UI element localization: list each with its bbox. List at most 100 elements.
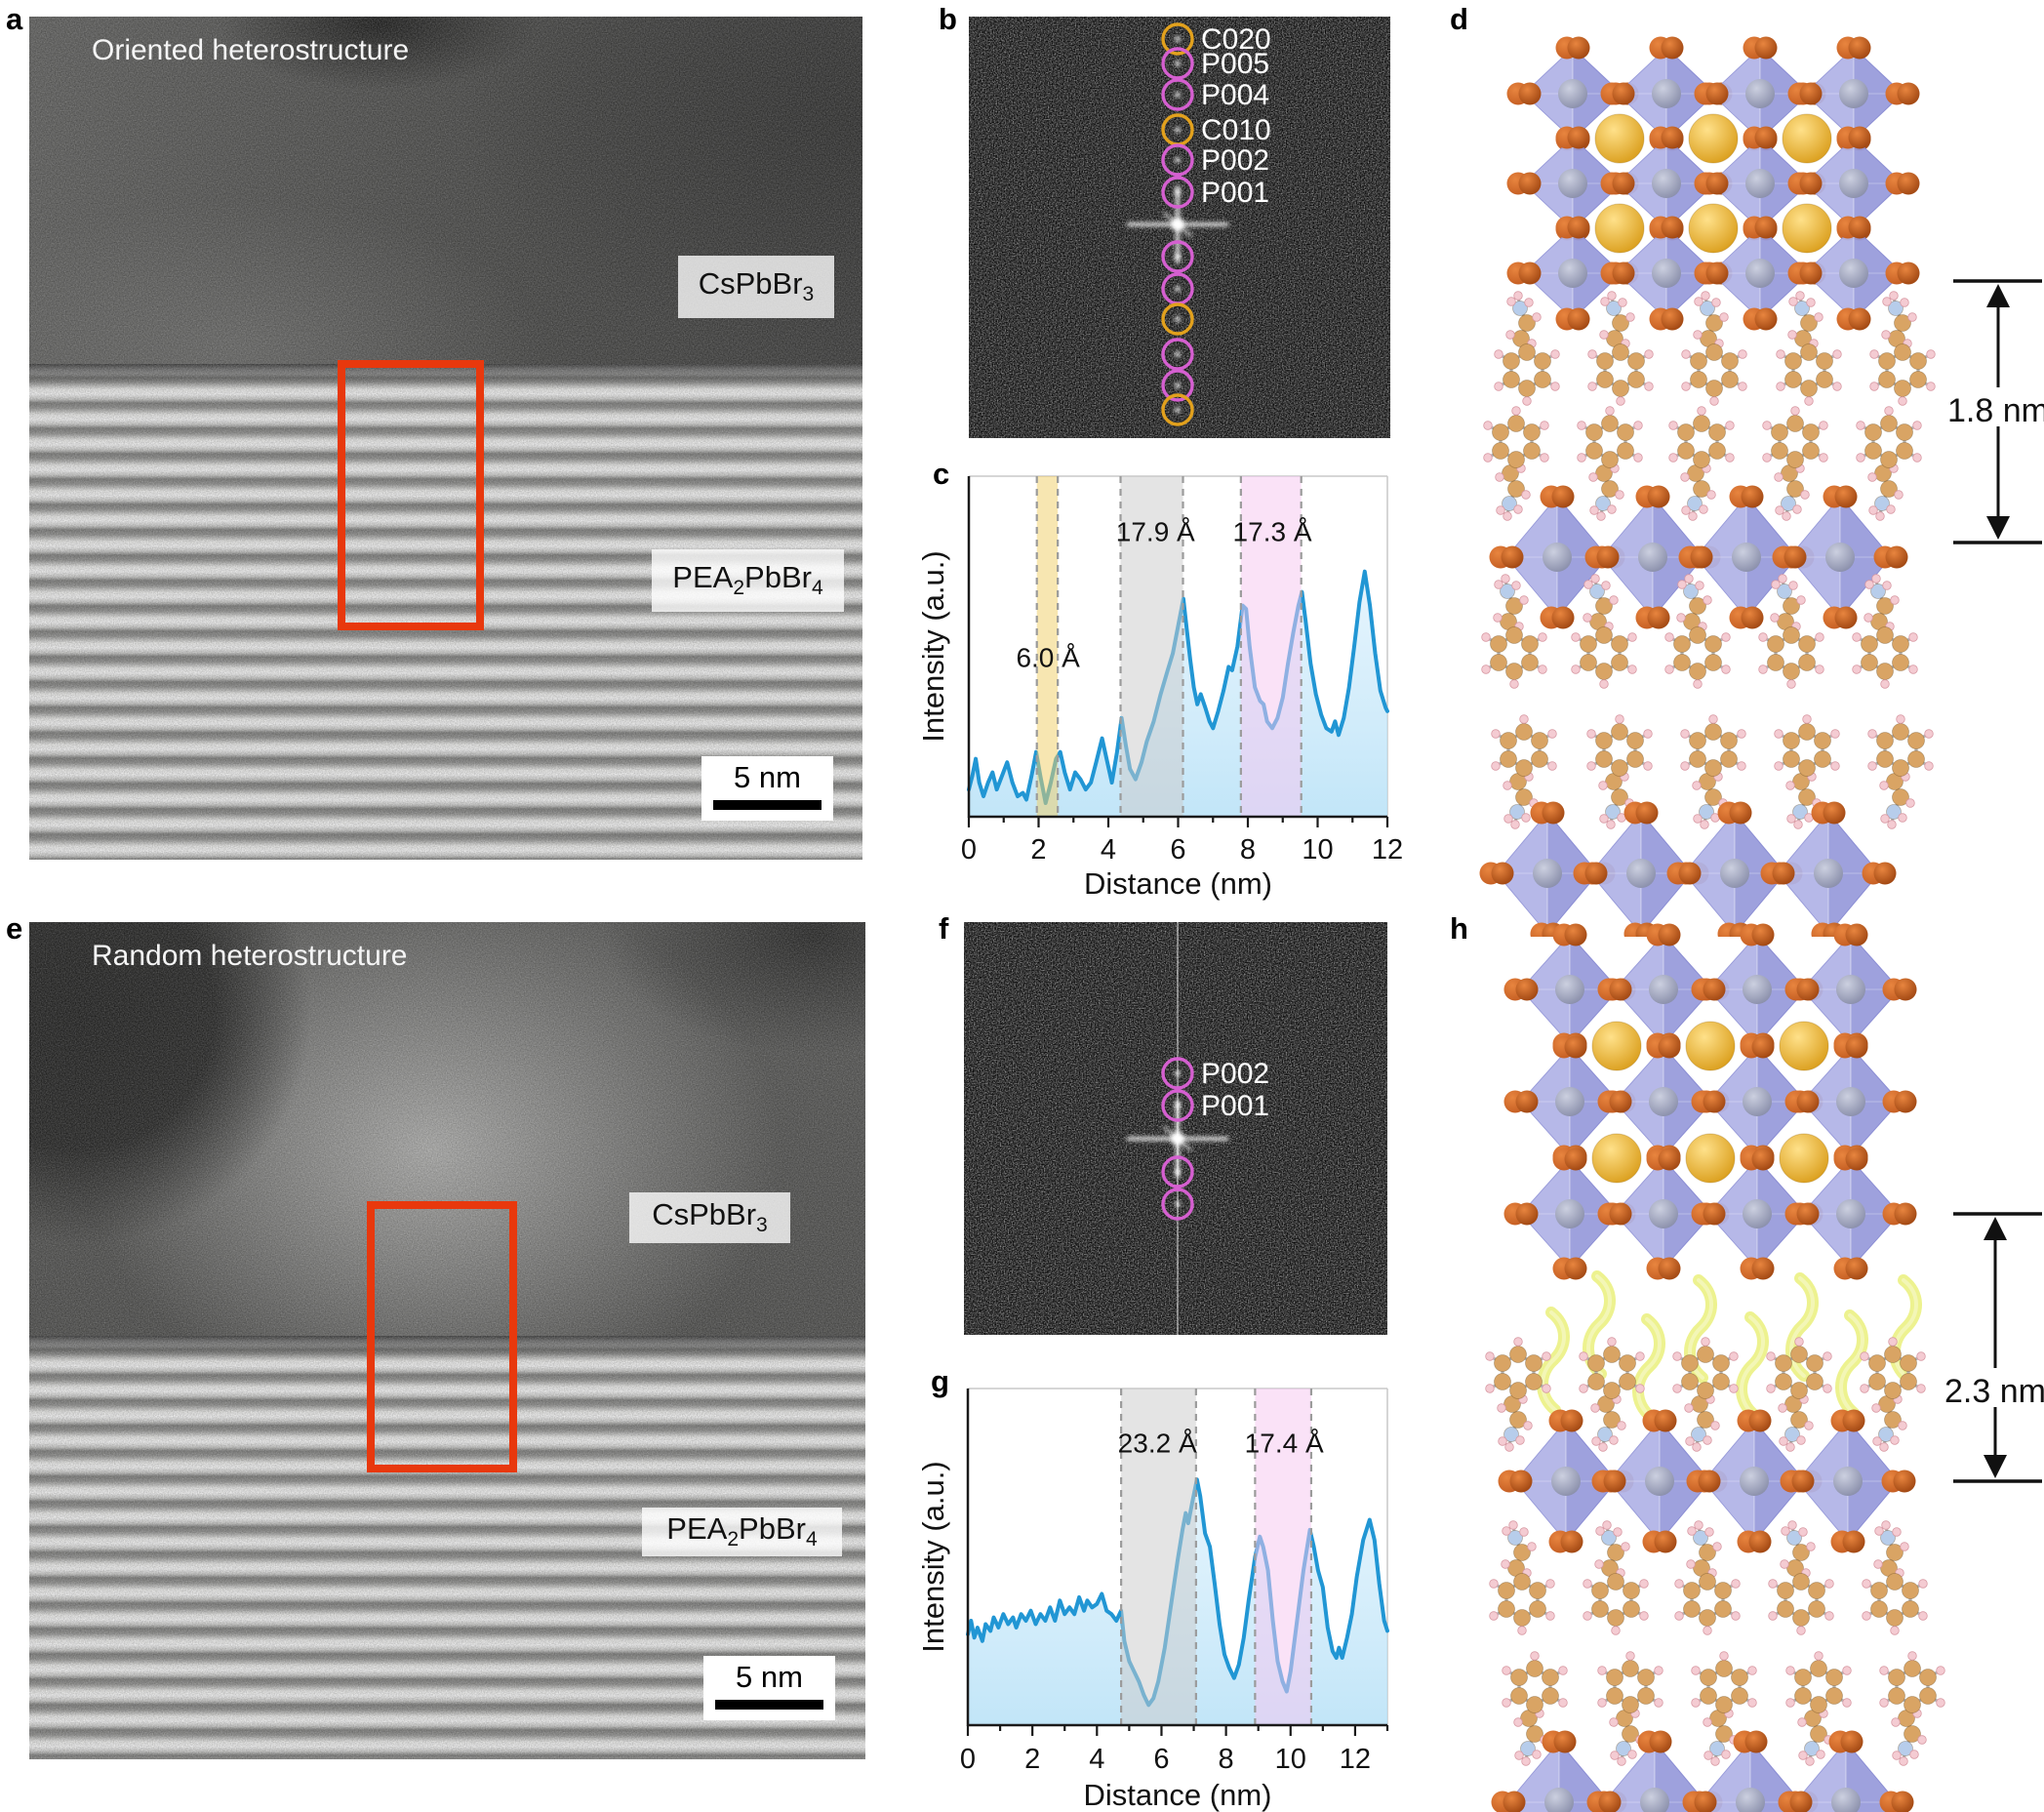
pbbr6-octahedron: [1784, 923, 1917, 1056]
hydrogen-atom: [1542, 1384, 1551, 1393]
carbon-atom: [1886, 1544, 1904, 1561]
carbon-atom: [1714, 1600, 1732, 1618]
pea2pbbr4-formula: PEA2PbBr4: [672, 560, 822, 600]
carbon-atom: [1542, 1687, 1559, 1705]
br-atom: [1796, 978, 1820, 1001]
pea-cation-molecule: [1577, 406, 1643, 521]
hydrogen-atom: [1884, 406, 1894, 416]
hydrogen-atom: [1506, 297, 1516, 306]
fft-diffraction-spot: [1175, 1070, 1181, 1076]
hydrogen-atom: [1864, 613, 1873, 623]
hydrogen-atom: [1504, 1442, 1514, 1452]
hydrogen-atom: [1786, 679, 1796, 689]
hydrogen-atom: [1654, 1666, 1663, 1675]
pbbr6-octahedron: [1503, 1148, 1636, 1280]
carbon-atom: [1870, 1582, 1888, 1599]
fft-spot-circle: [1161, 47, 1194, 80]
carbon-atom: [1720, 732, 1738, 749]
pb-atom: [1740, 1467, 1769, 1496]
hydrogen-atom: [1710, 1756, 1720, 1766]
carbon-atom: [1693, 415, 1710, 432]
hydrogen-atom: [1701, 291, 1710, 301]
carbon-atom: [1505, 626, 1523, 644]
hydrogen-atom: [1856, 421, 1865, 430]
scale-bar-line: [713, 800, 822, 810]
hydrogen-atom: [1793, 820, 1803, 829]
hydrogen-atom: [1709, 396, 1719, 406]
carbon-atom: [1900, 1354, 1917, 1372]
br-atom: [1564, 1257, 1587, 1280]
hydrogen-atom: [1766, 1384, 1776, 1393]
hydrogen-atom: [1545, 1579, 1555, 1589]
carbon-atom: [1786, 451, 1804, 468]
hydrogen-atom: [1778, 574, 1787, 584]
carbon-atom: [1603, 1382, 1621, 1399]
hydrogen-atom: [1907, 312, 1917, 322]
br-atom: [1894, 1090, 1917, 1113]
hydrogen-atom: [1890, 595, 1900, 605]
pb-atom: [1720, 859, 1749, 888]
hydrogen-atom: [1547, 729, 1557, 739]
br-atom: [1553, 1730, 1577, 1753]
hydrogen-atom: [1684, 1403, 1694, 1413]
fft-diffraction-spot: [1175, 254, 1181, 260]
pb-atom: [1732, 543, 1761, 572]
hydrogen-atom: [1887, 820, 1897, 829]
fft-spot-label: P005: [1201, 48, 1269, 80]
hydrogen-atom: [1776, 349, 1785, 359]
hydrogen-atom: [1794, 1337, 1804, 1347]
pbbr6-octahedron: [1778, 1730, 1914, 1812]
hydrogen-atom: [1738, 349, 1747, 359]
hydrogen-atom: [1879, 781, 1889, 790]
carbon-atom: [1907, 750, 1925, 768]
pb-atom: [1839, 259, 1868, 288]
carbon-atom: [1894, 343, 1911, 361]
carbon-atom: [1876, 732, 1894, 749]
pbbr6-octahedron: [1479, 801, 1616, 937]
hydrogen-atom: [1599, 814, 1609, 824]
hydrogen-atom: [1788, 581, 1798, 590]
hydrogen-atom: [1495, 472, 1504, 482]
br-atom: [1678, 862, 1702, 885]
hydrogen-atom: [1758, 632, 1768, 642]
hydrogen-atom: [1747, 1698, 1757, 1708]
pb-atom: [1743, 1087, 1772, 1116]
carbon-atom: [1525, 1373, 1543, 1390]
hydrogen-atom: [1538, 632, 1547, 642]
carbon-atom: [1800, 314, 1818, 332]
x-axis-title: Distance (nm): [1084, 1778, 1272, 1812]
carbon-atom: [1892, 723, 1909, 741]
br-atom: [1754, 216, 1778, 239]
pb-atom: [1745, 259, 1775, 288]
br-atom: [1698, 1470, 1721, 1493]
fft-spot-label: P002: [1201, 1058, 1269, 1090]
fft-pattern-oriented: C020 P005 P004 C010 P002 P001: [969, 17, 1390, 438]
br-atom: [1503, 1791, 1526, 1812]
x-tick-label: 8: [1219, 1744, 1234, 1775]
pb-atom: [1558, 79, 1587, 108]
hydrogen-atom: [1597, 1698, 1607, 1708]
carbon-atom: [1798, 788, 1816, 806]
hydrogen-atom: [1871, 1403, 1881, 1413]
hydrogen-atom: [1804, 396, 1814, 406]
hydrogen-atom: [1503, 511, 1512, 521]
carbon-atom: [1790, 1382, 1808, 1399]
hydrogen-atom: [1721, 632, 1731, 642]
formula-text: PEA: [672, 560, 734, 595]
hydrogen-atom: [1762, 421, 1772, 430]
scale-bar-text: 5 nm: [734, 760, 801, 794]
carbon-atom: [1720, 750, 1738, 768]
nitrogen-atom: [1606, 301, 1622, 316]
carbon-atom: [1596, 371, 1614, 388]
hydrogen-atom: [1917, 1735, 1927, 1745]
hydrogen-atom: [1635, 1384, 1645, 1393]
formula-subscript: 3: [756, 1214, 768, 1237]
br-atom: [1658, 1035, 1681, 1059]
hydrogen-atom: [1502, 1666, 1511, 1675]
pbbr6-octahedron: [1491, 1730, 1627, 1812]
carbon-atom: [1888, 1687, 1905, 1705]
cs-atom: [1688, 203, 1739, 254]
carbon-atom: [1626, 750, 1644, 768]
hydrogen-atom: [1703, 595, 1712, 605]
pea-cation-molecule: [1762, 406, 1828, 521]
